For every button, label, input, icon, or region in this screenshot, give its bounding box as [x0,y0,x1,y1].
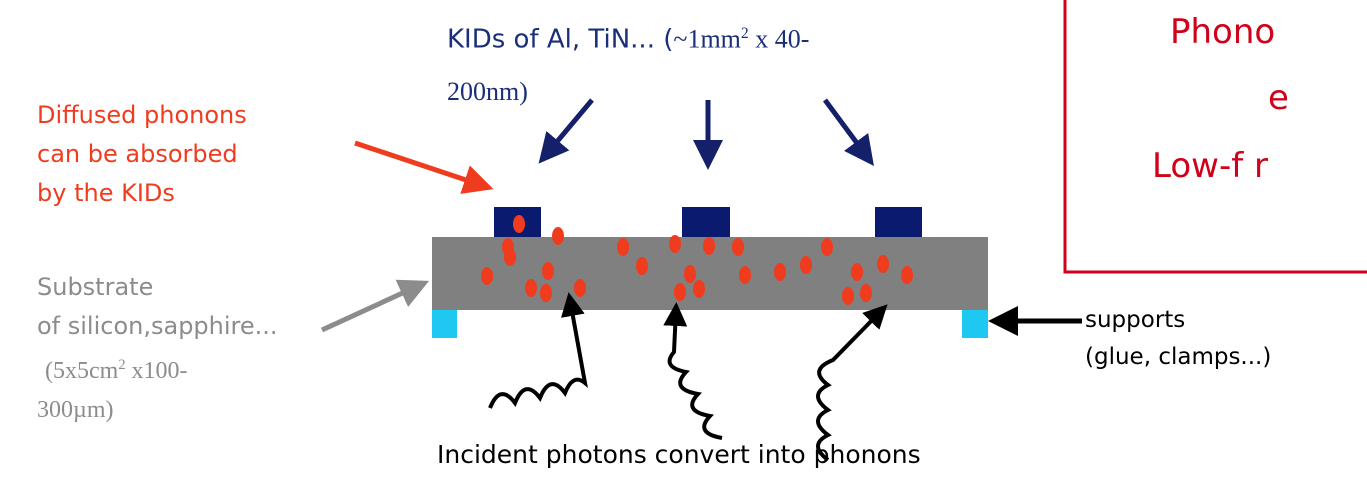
kids-text: KIDs of Al, TiN... ( [447,24,674,55]
kid [682,207,730,237]
supports-label: supports (glue, clamps...) [1085,302,1271,376]
text-line: by the KIDs [37,179,175,207]
text-line: Diffused phonons [37,101,247,129]
kid [875,207,922,237]
box-text: Phono [1170,12,1276,52]
substrate-size: (5x5cm [45,358,119,384]
box-text: e [1268,78,1289,118]
support [962,310,988,338]
text-line: can be absorbed [37,140,238,168]
kids-thickness: 200nm) [447,76,528,106]
kids-size: ~1mm [673,24,741,54]
photon-waves [488,292,888,462]
text-line: supports [1085,307,1186,333]
arrows [320,98,1082,336]
text-line: of silicon,sapphire... [37,312,278,340]
highlight-box [1063,0,1367,274]
kids-exponent: 2 [740,25,749,42]
kids-label: KIDs of Al, TiN... (~1mm2 x 40- 200nm) [447,8,809,118]
kids-thickness: x 40- [748,24,810,54]
substrate-exponent: 2 [118,357,126,373]
diffused-label: Diffused phonons can be absorbed by the … [37,96,247,213]
box-text: Low-f r [1152,146,1268,186]
photons-label: Incident photons convert into phonons [437,440,921,469]
substrate-label: Substrate of silicon,sapphire... (5x5cm2… [37,268,278,430]
substrate-thickness: x100- [125,358,188,384]
text-line: (glue, clamps...) [1085,344,1272,370]
phonons [481,215,913,305]
support [432,310,457,338]
text-line: Substrate [37,273,154,301]
substrate-thickness: 300µm) [37,397,114,423]
